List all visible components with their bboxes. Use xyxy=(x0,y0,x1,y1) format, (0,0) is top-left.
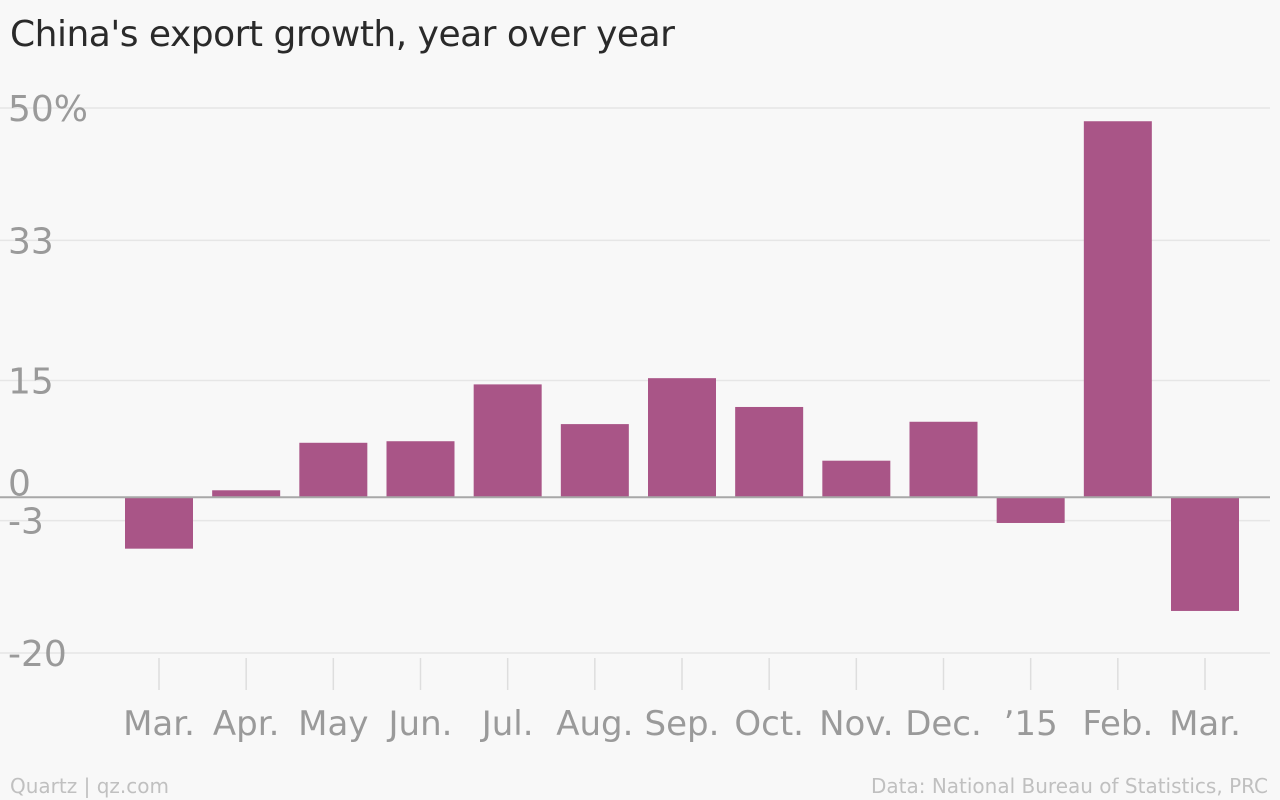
y-tick-label: -20 xyxy=(8,634,67,675)
data-source: Data: National Bureau of Statistics, PRC xyxy=(870,774,1268,798)
x-tick-label: Dec. xyxy=(905,704,982,744)
bar xyxy=(299,442,368,498)
y-tick-label: 15 xyxy=(8,362,54,403)
bar xyxy=(996,497,1065,523)
bar xyxy=(822,460,891,498)
x-tick-label: ’15 xyxy=(1004,704,1058,744)
y-axis-tick-labels: 50% 33 15 0-3 -20 xyxy=(8,89,88,675)
y-tick-label: -3 xyxy=(8,502,44,543)
x-tick-label: Mar. xyxy=(1169,704,1241,744)
x-tick-label: Sep. xyxy=(645,704,720,744)
x-tick-label: May xyxy=(298,704,368,744)
y-tick-label: 0 xyxy=(8,463,31,504)
y-tick-label: 33 xyxy=(8,221,54,262)
source-credit: Quartz | qz.com xyxy=(10,774,169,798)
gridlines xyxy=(0,107,1270,654)
x-tick-label: Feb. xyxy=(1082,704,1153,744)
bar xyxy=(125,497,193,549)
x-tick-label: Mar. xyxy=(123,704,195,744)
bar xyxy=(386,441,455,498)
x-tick-label: Jul. xyxy=(480,704,534,744)
bar xyxy=(1171,497,1239,611)
bars xyxy=(125,121,1239,611)
bar xyxy=(648,378,716,498)
bar xyxy=(212,490,281,498)
x-tick-label: Aug. xyxy=(556,704,633,744)
bar xyxy=(473,384,542,498)
bar xyxy=(1083,121,1152,498)
bar xyxy=(909,421,978,498)
y-tick-label: 50% xyxy=(8,89,88,130)
x-axis-tick-labels: Mar. Apr. May Jun. Jul. Aug. Sep. Oct. Nov. Dec. ’… xyxy=(123,704,1241,744)
bar xyxy=(735,406,804,498)
bar xyxy=(560,424,629,498)
x-tick-label: Oct. xyxy=(734,704,804,744)
x-axis-tick-marks xyxy=(158,658,1206,690)
x-tick-label: Nov. xyxy=(819,704,894,744)
chart-title: China's export growth, year over year xyxy=(10,14,675,55)
x-tick-label: Apr. xyxy=(213,704,280,744)
x-tick-label: Jun. xyxy=(387,704,453,744)
